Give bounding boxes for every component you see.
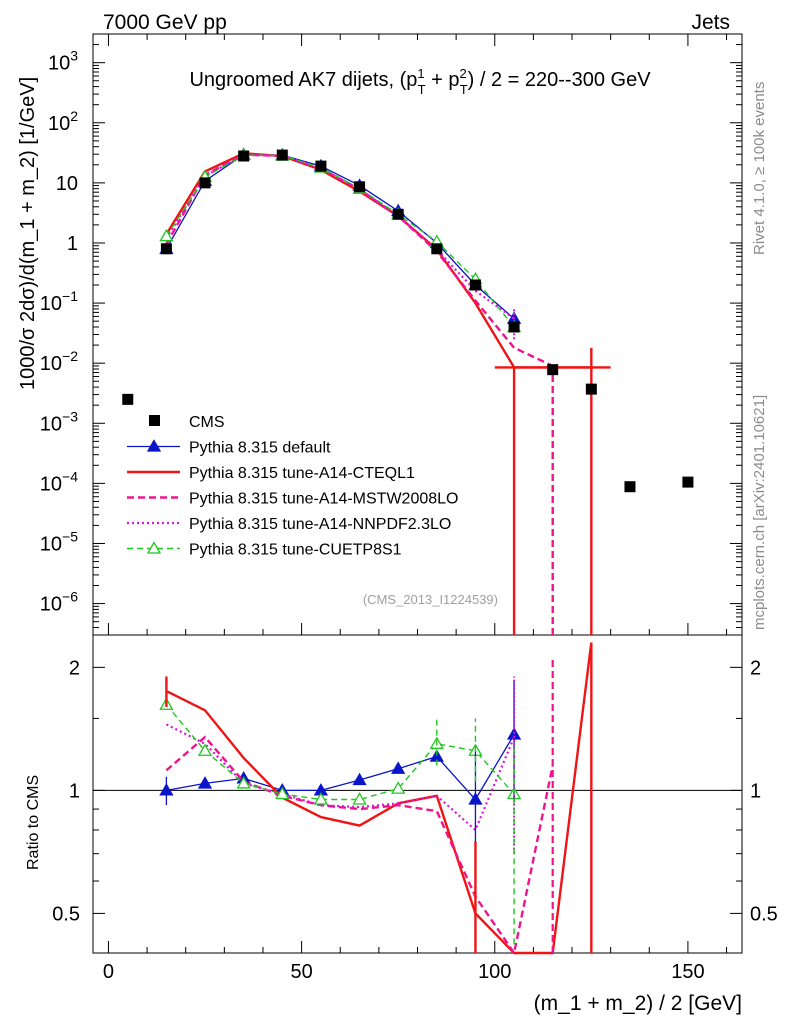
x-tick-label: 50 (290, 961, 312, 983)
main-y-tick-label: 10 (56, 173, 78, 195)
main-line-default (165, 153, 515, 320)
ratio-series-group (159, 642, 593, 957)
ratio-line-mstw (165, 735, 554, 957)
x-axis: 0 50 100 150 (103, 34, 728, 983)
legend: CMS Pythia 8.315 default Pythia 8.315 tune… (127, 414, 458, 559)
ratio-line-cuetp8s1 (165, 704, 515, 801)
main-line-cteql1 (165, 152, 592, 369)
ratio-line-nnpdf (165, 723, 516, 832)
ratio-y-tick-label-right: 1 (750, 780, 761, 802)
ratio-point-default (197, 776, 213, 789)
legend-label-nnpdf: Pythia 8.315 tune-A14-NNPDF2.3LO (189, 516, 451, 533)
header-right: Jets (691, 11, 730, 34)
ratio-point-cuetp8s1 (352, 792, 367, 805)
ratio-point-cuetp8s1 (313, 792, 329, 805)
ratio-y-tick-label-right: 0.5 (750, 903, 778, 925)
cms-data-point (354, 181, 366, 193)
ratio-series-mstw (165, 735, 554, 957)
main-series-cteql1 (165, 152, 592, 369)
main-line-cuetp8s1 (165, 154, 515, 328)
ratio-y-tick-label-left: 0.5 (52, 903, 80, 925)
ratio-y-axis-label: Ratio to CMS (25, 775, 42, 870)
legend-label-cms: CMS (189, 414, 225, 431)
main-y-axis: 10−6 10−5 10−4 10−3 10−2 10−1 1 10 102 103 (40, 33, 742, 636)
cms-data-point (624, 481, 636, 493)
ratio-line-default (166, 734, 515, 801)
x-tick-label: 100 (478, 961, 511, 983)
legend-label-mstw: Pythia 8.315 tune-A14-MSTW2008LO (189, 491, 458, 508)
cms-data-point (122, 393, 134, 405)
cms-data-point (469, 279, 481, 291)
ratio-series-cteql1 (165, 642, 593, 955)
ratio-point-cuetp8s1 (197, 743, 213, 756)
cms-data-point (431, 243, 443, 255)
main-error-bars (494, 308, 611, 635)
main-y-tick-label: 10−2 (40, 348, 78, 375)
cms-data-point (547, 364, 559, 376)
cms-data-point (508, 321, 520, 333)
ratio-point-default (352, 772, 367, 786)
x-axis-label: (m_1 + m_2) / 2 [GeV] (534, 992, 742, 1015)
ratio-point-cuetp8s1 (391, 781, 406, 794)
legend-label-cuetp8s1: Pythia 8.315 tune-CUETP8S1 (189, 542, 402, 559)
header-left: 7000 GeV pp (103, 11, 227, 34)
cms-data-point (160, 243, 172, 255)
cms-data-point (315, 160, 327, 172)
main-series-default (159, 147, 522, 324)
legend-marker-default (146, 439, 162, 452)
ratio-panel-frame (92, 634, 743, 954)
mcplots-label: mcplots.cern.ch [arXiv:2401.10621] (751, 395, 768, 630)
main-y-tick-label: 10−3 (40, 408, 78, 435)
ratio-y-tick-label-left: 1 (69, 780, 80, 802)
main-series-group (122, 147, 694, 635)
ratio-point-cuetp8s1 (236, 776, 251, 789)
main-y-tick-label: 10−5 (40, 528, 78, 555)
legend-entry-default: Pythia 8.315 default (127, 439, 331, 457)
rivet-version-label: Rivet 4.1.0, ≥ 100k events (751, 82, 768, 255)
ratio-error-bars (165, 642, 593, 953)
legend-label-default: Pythia 8.315 default (189, 440, 331, 457)
x-tick-label: 150 (671, 961, 704, 983)
main-y-tick-label: 103 (48, 48, 78, 75)
cms-data-point (585, 383, 597, 395)
ratio-point-cuetp8s1 (275, 786, 290, 800)
plot-title: Ungroomed AK7 dijets, (p1 T + p2 T) / 2 = … (189, 66, 651, 97)
ratio-y-tick-label-right: 2 (750, 657, 761, 679)
legend-label-cteql1: Pythia 8.315 tune-A14-CTEQL1 (189, 465, 415, 482)
legend-entry-cteql1: Pythia 8.315 tune-A14-CTEQL1 (127, 465, 415, 482)
cms-data-point (276, 149, 288, 161)
main-y-tick-label: 10−6 (40, 589, 78, 616)
main-y-tick-label: 102 (48, 108, 78, 135)
ratio-y-tick-label-left: 2 (69, 657, 80, 679)
legend-marker-cuetp8s1 (146, 541, 162, 554)
legend-entry-cms: CMS (149, 414, 225, 431)
legend-entry-cuetp8s1: Pythia 8.315 tune-CUETP8S1 (127, 541, 402, 559)
x-tick-label: 0 (103, 961, 114, 983)
ratio-series-default (159, 727, 522, 805)
ratio-series-nnpdf (165, 723, 516, 832)
main-point-cuetp8s1 (159, 228, 174, 242)
legend-entry-nnpdf: Pythia 8.315 tune-A14-NNPDF2.3LO (127, 516, 451, 533)
main-y-tick-label: 10−4 (40, 468, 78, 495)
cms-data-point (682, 476, 694, 488)
cms-data-point (392, 208, 404, 220)
ratio-line-cteql1 (165, 642, 593, 955)
analysis-id: (CMS_2013_I1224539) (363, 592, 498, 607)
legend-entry-mstw: Pythia 8.315 tune-A14-MSTW2008LO (127, 491, 458, 508)
cms-data-point (238, 150, 250, 162)
main-series-cms (122, 149, 694, 493)
main-y-tick-label: 1 (67, 233, 78, 255)
main-y-axis-label: 1000/σ 2dσ)/d(m_1 + m_2) [1/GeV] (17, 77, 39, 390)
main-y-tick-label: 10−1 (40, 288, 78, 315)
legend-marker-cms (149, 415, 160, 426)
ratio-point-default (391, 761, 406, 774)
cms-data-point (199, 177, 211, 189)
ratio-y-axis: 0.5 0.5 1 1 2 2 (52, 657, 778, 925)
